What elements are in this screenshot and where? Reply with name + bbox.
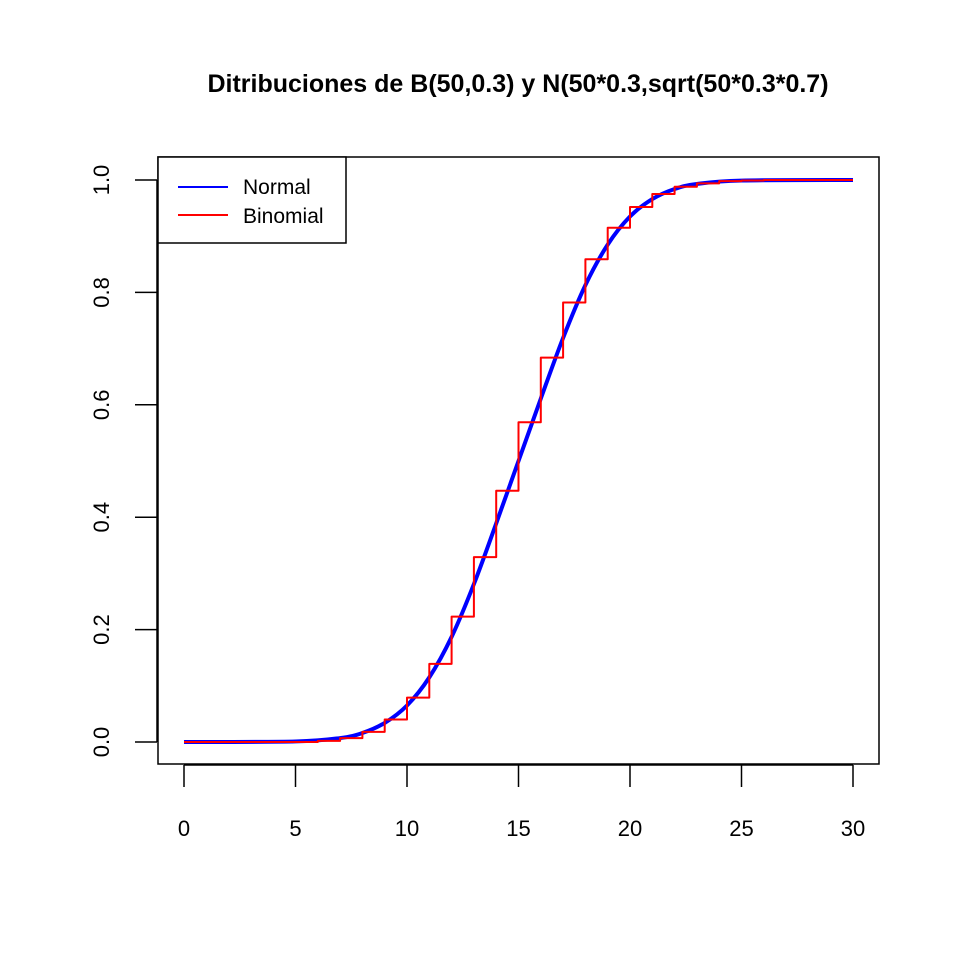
x-tick-label: 25 (729, 816, 753, 841)
x-tick-label: 5 (289, 816, 301, 841)
x-axis: 0 5 10 15 20 25 30 (178, 764, 865, 841)
y-tick-label: 0.2 (89, 614, 114, 645)
plot-frame (157, 156, 880, 765)
x-tick-label: 20 (618, 816, 642, 841)
legend-box (157, 156, 347, 244)
legend: Normal Binomial (157, 156, 347, 244)
y-tick-label: 0.0 (89, 727, 114, 758)
y-tick-label: 1.0 (89, 165, 114, 196)
y-tick-label: 0.4 (89, 502, 114, 533)
x-tick-label: 10 (395, 816, 419, 841)
x-tick-label: 30 (841, 816, 865, 841)
y-axis: 0.0 0.2 0.4 0.6 0.8 1.0 (89, 165, 158, 758)
series-layer (183, 178, 854, 744)
legend-label-normal: Normal (243, 176, 311, 199)
y-tick-label: 0.6 (89, 390, 114, 421)
series-binomial (184, 179, 853, 743)
y-tick-label: 0.8 (89, 277, 114, 308)
chart-title: Ditribuciones de B(50,0.3) y N(50*0.3,sq… (207, 70, 828, 98)
x-tick-label: 0 (178, 816, 190, 841)
legend-label-binomial: Binomial (243, 205, 324, 228)
x-tick-label: 15 (506, 816, 530, 841)
